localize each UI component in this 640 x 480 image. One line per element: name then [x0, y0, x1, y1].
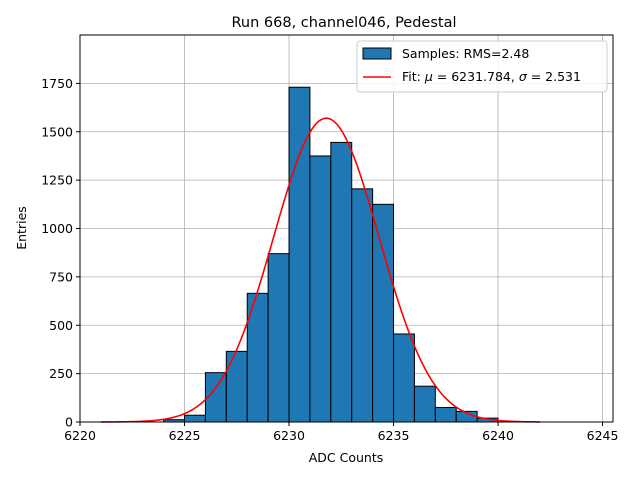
x-axis-label: ADC Counts — [309, 450, 384, 465]
fit-curve — [100, 117, 540, 423]
histogram-bar — [309, 155, 332, 423]
histogram-bar — [225, 350, 248, 423]
legend-box — [356, 40, 608, 93]
histogram-bar — [184, 414, 206, 423]
y-tick-label: 250 — [49, 366, 73, 381]
histogram-bar — [393, 333, 415, 423]
y-axis-label: Entries — [14, 206, 29, 250]
x-tick-label: 6240 — [482, 428, 514, 443]
legend-label-fit: Fit: μ = 6231.784, σ = 2.531 — [402, 69, 581, 84]
y-tick-label: 500 — [49, 318, 73, 333]
legend-swatch-samples — [362, 47, 392, 60]
y-tick-label: 1750 — [41, 76, 73, 91]
y-tick-label: 1500 — [41, 124, 73, 139]
x-tick-label: 6235 — [378, 428, 410, 443]
x-tick-label: 6230 — [273, 428, 305, 443]
histogram-bar — [413, 385, 436, 423]
x-tick-label: 6245 — [587, 428, 619, 443]
legend-label-samples: Samples: RMS=2.48 — [402, 46, 529, 61]
legend: Samples: RMS=2.48 Fit: μ = 6231.784, σ =… — [356, 40, 608, 93]
histogram-bar — [330, 141, 353, 423]
x-axis-ticks: 6220 6225 6230 6235 6240 6245 — [64, 422, 618, 443]
histogram-bar — [434, 406, 457, 423]
x-tick-label: 6220 — [64, 428, 96, 443]
x-tick-label: 6225 — [169, 428, 201, 443]
chart-title: Run 668, channel046, Pedestal — [231, 15, 456, 31]
y-tick-label: 750 — [49, 269, 73, 284]
histogram-bar — [372, 203, 395, 423]
y-axis-ticks: 0 250 500 750 1000 1250 1500 1750 — [41, 76, 80, 430]
y-tick-label: 0 — [65, 415, 73, 430]
histogram-bar — [267, 253, 290, 423]
y-tick-label: 1250 — [41, 173, 73, 188]
histogram-bar — [351, 188, 374, 423]
histogram-bars — [163, 86, 499, 423]
y-tick-label: 1000 — [41, 221, 73, 236]
